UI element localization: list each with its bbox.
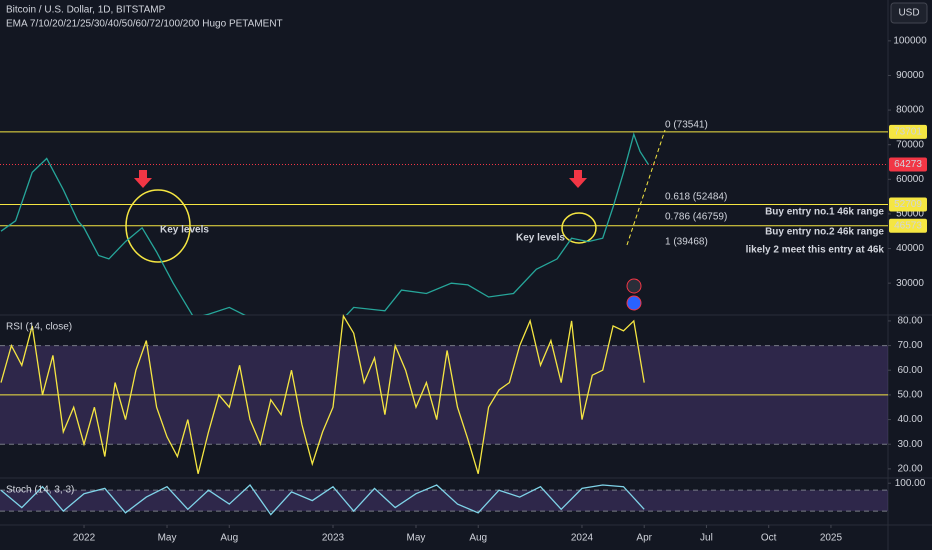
y-tick-label: 60.00 [897, 365, 922, 376]
x-tick-label: 2023 [322, 533, 345, 544]
x-tick-label: 2024 [571, 533, 594, 544]
pane [0, 484, 888, 516]
y-tick-label: 60000 [896, 174, 924, 185]
currency[interactable]: USD [898, 8, 919, 19]
annotation: Key levels [160, 225, 209, 236]
indicator-title: EMA 7/10/20/21/25/30/40/50/60/72/100/200… [6, 19, 283, 30]
x-tick-label: Aug [469, 533, 487, 544]
last-price-tag [889, 157, 927, 172]
x-tick-label: Apr [636, 533, 652, 544]
event-icon[interactable] [626, 278, 642, 294]
level-label: 46573 [894, 220, 922, 231]
y-tick-label: 70.00 [897, 340, 922, 351]
annotation: Buy entry no.2 46k range [765, 227, 884, 238]
symbol-title: Bitcoin / U.S. Dollar, 1D, BITSTAMP [6, 5, 166, 16]
y-tick-label: 90000 [896, 70, 924, 81]
band-fill [0, 490, 888, 512]
y-tick-label: 40000 [896, 243, 924, 254]
fib-label: 0.618 (52484) [665, 192, 727, 203]
circle [561, 212, 597, 244]
level-tag [889, 124, 927, 139]
x-tick-label: May [407, 533, 426, 544]
y-tick-label: 30.00 [897, 439, 922, 450]
x-tick-label: May [158, 533, 177, 544]
y-tick-label: 20.00 [897, 464, 922, 475]
last-price-label: 64273 [894, 159, 922, 170]
trend-line [626, 129, 666, 246]
y-tick-label: 100000 [893, 35, 927, 46]
x-tick-label: 2022 [73, 533, 96, 544]
event-icon[interactable] [626, 295, 642, 311]
series-line [0, 314, 645, 474]
pane-title: Stoch (14, 3, 3) [6, 485, 74, 496]
fib-label: 0.786 (46759) [665, 212, 727, 223]
level-tag [889, 197, 927, 212]
y-tick-label: 50.00 [897, 390, 922, 401]
y-tick-label: 80000 [896, 105, 924, 116]
y-tick-label: 40.00 [897, 414, 922, 425]
y-tick-label: 50000 [896, 209, 924, 220]
x-tick-label: Jul [700, 533, 713, 544]
series-line [0, 132, 649, 315]
annotation: Key levels [516, 233, 565, 244]
pane [0, 131, 888, 315]
level-label: 52709 [894, 199, 922, 210]
x-tick-label: 2025 [820, 533, 843, 544]
level-tag [889, 218, 927, 233]
level-label: 73701 [894, 127, 922, 138]
x-tick-label: Aug [220, 533, 238, 544]
pane-title: RSI (14, close) [6, 322, 72, 333]
y-tick-label: 100.00 [895, 478, 926, 489]
arrow [569, 170, 587, 188]
y-tick-label: 70000 [896, 139, 924, 150]
annotation: likely 2 meet this entry at 46k [746, 245, 885, 256]
annotation: Buy entry no.1 46k range [765, 207, 884, 218]
y-tick-label: 30000 [896, 278, 924, 289]
series-line [0, 484, 645, 516]
fib-label: 1 (39468) [665, 237, 708, 248]
y-tick-label: 80.00 [897, 316, 922, 327]
pane [0, 314, 888, 474]
arrow [134, 170, 152, 188]
x-tick-label: Oct [761, 533, 777, 544]
currency-button[interactable] [890, 2, 928, 24]
fib-label: 0 (73541) [665, 120, 708, 131]
